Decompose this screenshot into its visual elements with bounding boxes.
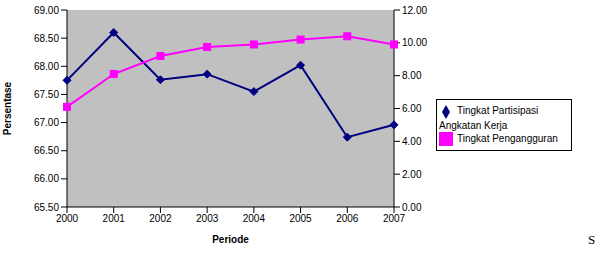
svg-text:68.00: 68.00	[34, 61, 59, 72]
svg-text:68.50: 68.50	[34, 33, 59, 44]
svg-text:2002: 2002	[149, 213, 172, 224]
svg-text:2003: 2003	[196, 213, 219, 224]
svg-text:8.00: 8.00	[402, 70, 422, 81]
svg-text:2006: 2006	[336, 213, 359, 224]
svg-text:2007: 2007	[383, 213, 406, 224]
svg-text:12.00: 12.00	[402, 5, 427, 16]
svg-text:66.00: 66.00	[34, 173, 59, 184]
svg-text:67.50: 67.50	[34, 89, 59, 100]
html-text:S: S	[588, 232, 596, 247]
svg-text:10.00: 10.00	[402, 37, 427, 48]
svg-text:2005: 2005	[289, 213, 312, 224]
svg-text:69.00: 69.00	[34, 5, 59, 16]
svg-text:Periode: Periode	[212, 234, 249, 245]
svg-text:Persentase: Persentase	[8, 81, 13, 135]
svg-text:4.00: 4.00	[402, 136, 422, 147]
svg-text:66.50: 66.50	[34, 145, 59, 156]
html-text:Tingkat Pengangguran: Tingkat Pengangguran	[457, 132, 558, 144]
html-text:Tingkat Partisipasi Angkatan K: Tingkat Partisipasi Angkatan Kerja	[439, 105, 539, 131]
svg-text:2.00: 2.00	[402, 169, 422, 180]
svg-text:2001: 2001	[103, 213, 126, 224]
svg-text:0.00: 0.00	[402, 202, 422, 213]
svg-text:65.50: 65.50	[34, 202, 59, 213]
svg-text:2004: 2004	[243, 213, 266, 224]
svg-text:67.00: 67.00	[34, 117, 59, 128]
svg-text:2000: 2000	[56, 213, 79, 224]
svg-text:6.00: 6.00	[402, 103, 422, 114]
